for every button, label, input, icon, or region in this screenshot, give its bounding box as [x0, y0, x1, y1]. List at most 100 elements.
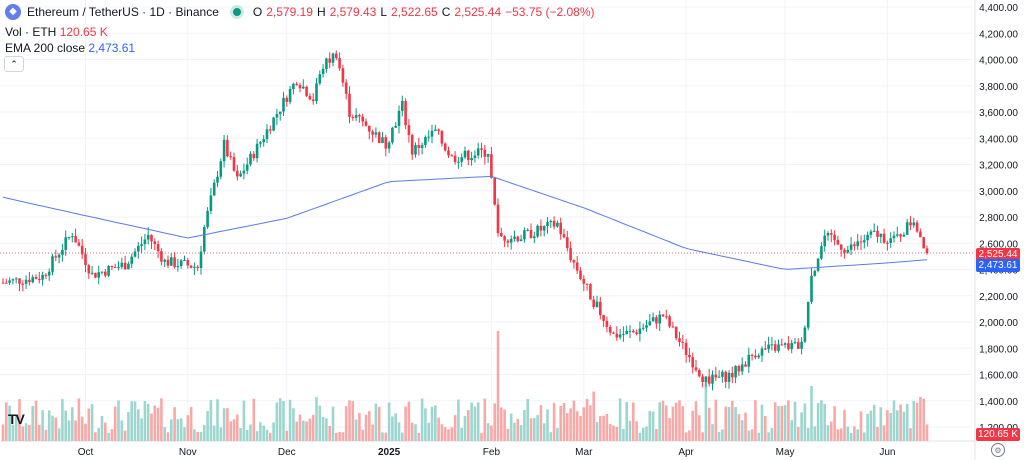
- candle-body: [724, 371, 727, 382]
- candle-body: [120, 262, 124, 267]
- candle-body: [232, 157, 236, 171]
- volume-bar: [368, 411, 371, 441]
- volume-bar: [638, 432, 642, 441]
- candle-body: [830, 233, 833, 235]
- candle-body: [595, 301, 599, 307]
- candle-body: [371, 131, 374, 135]
- volume-bar: [658, 402, 661, 441]
- volume-bar: [760, 404, 764, 441]
- volume-bar: [397, 422, 401, 441]
- volume-bar: [219, 427, 223, 441]
- volume-bar: [249, 424, 252, 441]
- candle-body: [823, 235, 826, 247]
- candle-body: [384, 137, 388, 149]
- volume-bar: [470, 402, 473, 441]
- volume-bar: [94, 432, 97, 441]
- candle-body: [28, 279, 31, 283]
- volume-bar: [34, 400, 38, 441]
- candle-body: [638, 328, 642, 334]
- candle-body: [536, 225, 539, 237]
- candle-body: [84, 254, 87, 266]
- candle-body: [54, 256, 58, 258]
- candle-body: [589, 284, 592, 300]
- candle-body: [189, 265, 193, 268]
- volume-bar: [8, 405, 11, 441]
- tradingview-logo-icon[interactable]: TV: [8, 411, 25, 427]
- x-tick-label: Nov: [179, 447, 197, 458]
- volume-bar: [133, 401, 137, 441]
- volume-bar: [41, 410, 44, 441]
- candle-body: [387, 142, 391, 149]
- volume-bar: [146, 403, 150, 441]
- candle-body: [628, 330, 632, 332]
- candle-body: [229, 156, 232, 158]
- candle-body: [341, 68, 345, 83]
- candle-body: [806, 301, 810, 328]
- volume-bar: [331, 406, 335, 441]
- volume-bar: [460, 427, 463, 441]
- volume-bar: [80, 416, 84, 441]
- volume-bar: [232, 419, 236, 441]
- volume-bar: [486, 423, 490, 441]
- volume-bar: [282, 401, 285, 441]
- volume-bar: [843, 409, 846, 441]
- volume-bar: [721, 429, 724, 441]
- change-value: −53.75 (−2.08%): [505, 5, 595, 19]
- candle-body: [209, 195, 213, 211]
- candle-body: [503, 236, 506, 241]
- volume-bar: [242, 400, 246, 441]
- candle-body: [711, 374, 714, 384]
- candle-body: [90, 272, 94, 274]
- candle-body: [328, 58, 331, 63]
- volume-bar: [5, 402, 8, 441]
- candle-body: [130, 256, 133, 264]
- volume-bar: [674, 402, 678, 441]
- candle-body: [566, 237, 569, 249]
- candle-body: [727, 373, 731, 382]
- candle-body: [839, 244, 843, 250]
- symbol-title[interactable]: Ethereum / TetherUS · 1D · Binance: [27, 5, 219, 19]
- candle-body: [94, 272, 97, 278]
- volume-bar: [110, 429, 114, 441]
- volume-bar: [780, 405, 784, 441]
- volume-bar: [503, 409, 506, 441]
- candle-body: [542, 226, 546, 231]
- candle-body: [199, 251, 203, 268]
- volume-bar: [665, 405, 668, 441]
- volume-bar: [199, 431, 203, 441]
- volume-bar: [269, 432, 272, 441]
- candle-body: [618, 334, 622, 338]
- volume-bar: [800, 412, 803, 441]
- volume-bar: [846, 426, 850, 441]
- volume-bar: [635, 421, 638, 441]
- candle-body: [51, 256, 54, 272]
- candle-body: [176, 266, 180, 268]
- ema-legend[interactable]: EMA 200 close 2,473.61: [5, 40, 135, 56]
- candle-body: [41, 274, 44, 280]
- candle-body: [750, 354, 754, 356]
- candle-body: [486, 154, 490, 157]
- volume-bar: [879, 407, 883, 441]
- candle-body: [166, 259, 170, 266]
- volume-legend[interactable]: Vol · ETH 120.65 K: [5, 24, 108, 40]
- volume-bar: [292, 408, 295, 441]
- volume-bar: [417, 432, 421, 441]
- symbol-legend: ◆ Ethereum / TetherUS · 1D · Binance O 2,…: [5, 4, 595, 20]
- volume-bar: [156, 407, 160, 441]
- x-tick-label: Feb: [483, 447, 501, 458]
- collapse-legend-button[interactable]: ⌃: [4, 56, 24, 72]
- volume-bar: [457, 399, 460, 441]
- candle-body: [259, 142, 262, 144]
- candle-body: [252, 153, 256, 159]
- y-tick-label: 4,400.00: [979, 3, 1018, 14]
- volume-bar: [783, 405, 787, 441]
- volume-bar: [61, 399, 64, 441]
- volume-bar: [823, 403, 826, 441]
- gear-icon[interactable]: ⚙: [991, 443, 1005, 457]
- candle-body: [476, 148, 480, 156]
- candle-body: [529, 229, 533, 239]
- candle-body: [414, 145, 417, 155]
- candle-body: [539, 225, 543, 231]
- volume-bar: [361, 429, 364, 441]
